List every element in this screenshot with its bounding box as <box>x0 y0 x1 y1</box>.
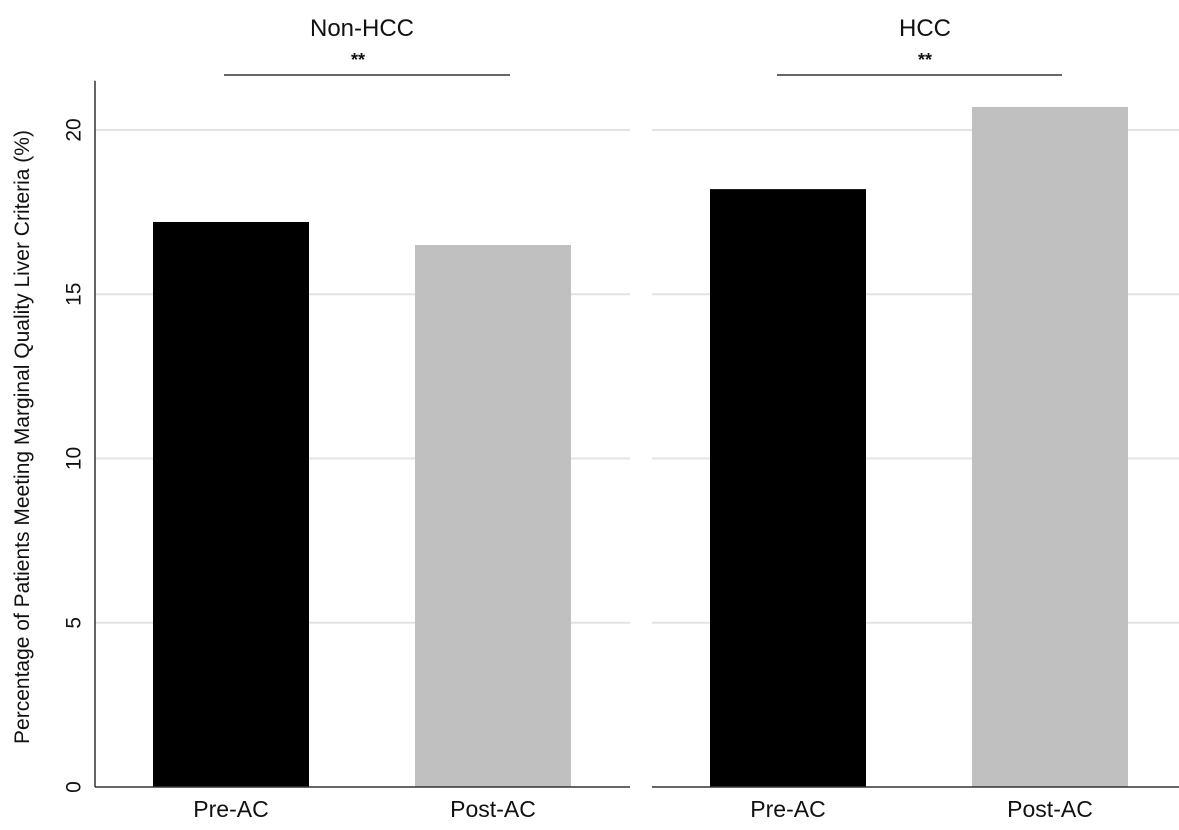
y-tick-label-10: 10 <box>62 447 85 470</box>
bar-pre-ac-panel-2 <box>710 189 866 787</box>
y-axis-label: Percentage of Patients Meeting Marginal … <box>11 130 34 744</box>
panel-title-1: Non-HCC <box>310 15 414 42</box>
y-tick-label-15: 15 <box>62 283 85 306</box>
bar-pre-ac-panel-1 <box>153 221 309 788</box>
y-tick-label-5: 5 <box>62 617 85 629</box>
panel-title-2: HCC <box>899 15 951 42</box>
x-tick-label-panel-2-1: Pre-AC <box>750 796 825 822</box>
x-tick-label-panel-1-1: Pre-AC <box>193 796 268 822</box>
significance-label-panel-2: ** <box>918 50 932 70</box>
y-tick-label-0: 0 <box>62 781 85 793</box>
x-tick-label-panel-2-2: Post-AC <box>1007 796 1093 822</box>
bar-post-ac-panel-1 <box>415 244 571 788</box>
bar-post-ac-panel-2 <box>972 107 1128 787</box>
y-tick-label-20: 20 <box>62 118 85 141</box>
significance-label-panel-1: ** <box>351 50 365 70</box>
x-tick-label-panel-1-2: Post-AC <box>450 796 536 822</box>
